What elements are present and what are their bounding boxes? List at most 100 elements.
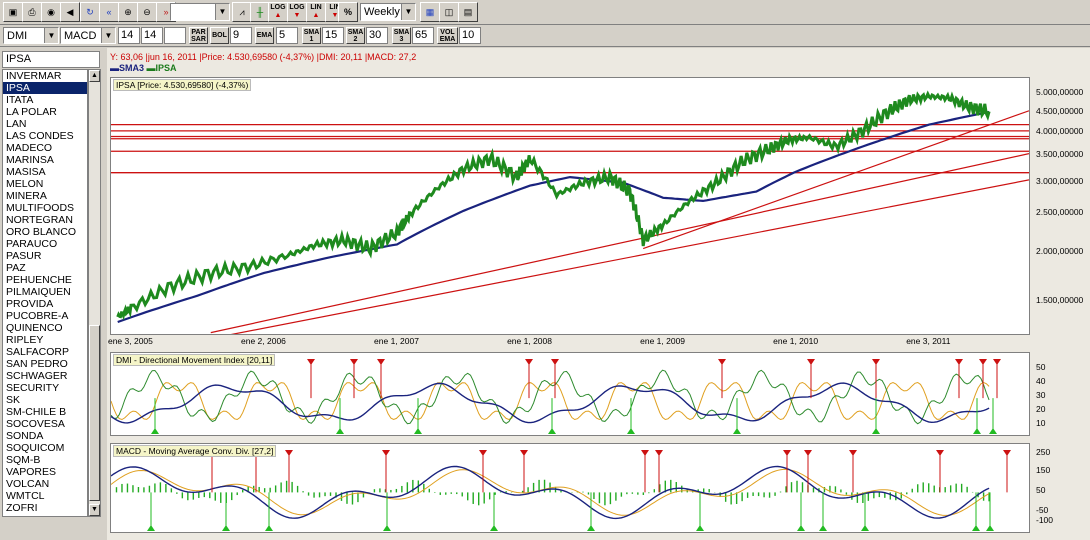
symbol-list-item[interactable]: ITATA (6, 94, 34, 106)
symbol-list-item[interactable]: SQM-B (6, 454, 41, 466)
trend-line (642, 110, 1029, 250)
legend-swatch-ipsa: ▬ (146, 63, 156, 73)
dmi-panel[interactable]: DMI - Directional Movement Index [20,11] (110, 352, 1030, 436)
symbol-list-item[interactable]: SALFACORP (6, 346, 70, 358)
buy-signal-marker (696, 525, 704, 531)
symbol-list-item[interactable]: INVERMAR (6, 70, 62, 82)
buy-signal-marker (336, 428, 344, 434)
symbol-list-item[interactable]: PILMAIQUEN (6, 286, 71, 298)
scroll-down-icon[interactable]: ▼ (89, 504, 100, 516)
symbol-list-item[interactable]: MARINSA (6, 154, 54, 166)
symbol-list-item[interactable]: VOLCAN (6, 478, 50, 490)
log-button-2[interactable]: LOG ▼ (287, 2, 307, 22)
indicator2-select[interactable]: MACD ▼ (60, 27, 116, 44)
bar-chart-icon[interactable]: ╫ (250, 2, 270, 22)
symbol-list-item[interactable]: VAPORES (6, 466, 56, 478)
symbol-list-item[interactable]: PROVIDA (6, 298, 54, 310)
log-button-1[interactable]: LOG ▲ (268, 2, 288, 22)
symbol-list-item[interactable]: PAZ (6, 262, 26, 274)
sma1-input[interactable]: 15 (322, 27, 344, 44)
sma3-input[interactable]: 65 (412, 27, 434, 44)
symbol-list-item[interactable]: MINERA (6, 190, 47, 202)
bol-button[interactable]: BOL (210, 27, 229, 44)
symbol-list-item[interactable]: SAN PEDRO (6, 358, 68, 370)
param-input-2[interactable]: 14 (141, 27, 163, 44)
macd-line (111, 465, 990, 520)
symbol-list-item[interactable]: SM-CHILE B (6, 406, 67, 418)
ema-button[interactable]: EMA (255, 27, 274, 44)
symbol-list-item[interactable]: SOCOVESA (6, 418, 65, 430)
sma3-series-line (117, 110, 990, 324)
symbol-list-item[interactable]: ZOFRI (6, 502, 38, 514)
indicator1-select[interactable]: DMI ▼ (3, 27, 59, 44)
blank-select[interactable]: ▼ (170, 3, 230, 21)
symbol-list-item[interactable]: ORO BLANCO (6, 226, 77, 238)
sma2-button[interactable]: SMA 2 (346, 27, 365, 44)
parsar-button[interactable]: PAR SAR (189, 27, 208, 44)
symbol-list-item[interactable]: MADECO (6, 142, 53, 154)
symbol-list-item[interactable]: QUINENCO (6, 322, 63, 334)
percent-button[interactable]: % (338, 2, 358, 22)
symbol-list-item[interactable]: WMTCL (6, 490, 45, 502)
symbol-list-item[interactable]: PUCOBRE-A (6, 310, 69, 322)
price-x-tick-label: ene 1, 2007 (374, 336, 419, 346)
symbol-list-item[interactable]: SONDA (6, 430, 44, 442)
sell-signal-marker (525, 359, 533, 365)
print-icon[interactable]: ⎙ (22, 2, 42, 22)
buy-signal-marker (490, 525, 498, 531)
sell-signal-marker (377, 359, 385, 365)
symbol-list-item[interactable]: MELON (6, 178, 44, 190)
symbol-list-item[interactable]: LAS CONDES (6, 130, 74, 142)
ema-input[interactable]: 5 (276, 27, 298, 44)
symbol-list-item[interactable]: SECURITY (6, 382, 60, 394)
sma1-button[interactable]: SMA 1 (302, 27, 321, 44)
symbol-list-item[interactable]: NORTEGRAN (6, 214, 73, 226)
scroll-thumb[interactable] (89, 325, 100, 501)
save-icon[interactable]: ▣ (3, 2, 23, 22)
symbol-list-item[interactable]: PEHUENCHE (6, 274, 72, 286)
buy-signal-marker (147, 525, 155, 531)
zoom-out-icon[interactable]: ⊖ (137, 2, 157, 22)
symbol-list-item[interactable]: PASUR (6, 250, 42, 262)
macd-y-tick-label: 50 (1036, 485, 1046, 495)
symbol-list-item[interactable]: MASISA (6, 166, 46, 178)
refresh-icon[interactable]: ↻ (80, 2, 100, 22)
symbol-search-input[interactable]: IPSA (2, 51, 100, 68)
symbol-list-item[interactable]: PARAUCO (6, 238, 58, 250)
volema-button[interactable]: VOL EMA (437, 27, 458, 44)
zoom-in-icon[interactable]: ⊕ (118, 2, 138, 22)
speaker-icon[interactable]: ◀ (60, 2, 80, 22)
param-input-1[interactable]: 14 (118, 27, 140, 44)
bol-input[interactable]: 9 (230, 27, 252, 44)
rewind-icon[interactable]: « (99, 2, 119, 22)
macd-panel[interactable]: MACD - Moving Average Conv. Div. [27,2] (110, 443, 1030, 533)
sell-signal-marker (993, 359, 1001, 365)
symbol-list-item[interactable]: SK (6, 394, 21, 406)
symbol-list-item[interactable]: LAN (6, 118, 27, 130)
symbol-list-item[interactable]: SCHWAGER (6, 370, 68, 382)
volema-input[interactable]: 10 (459, 27, 481, 44)
layout-icon[interactable]: ▦ (420, 2, 440, 22)
camera-icon[interactable]: ◉ (41, 2, 61, 22)
lin-button-1[interactable]: LIN ▲ (306, 2, 326, 22)
buy-signal-marker (861, 525, 869, 531)
line-chart-icon[interactable]: ⩘ (232, 2, 252, 22)
chevron-down-icon: ▼ (215, 4, 229, 20)
symbol-list-scrollbar[interactable]: ▲ ▼ (88, 69, 101, 517)
buy-signal-marker (872, 428, 880, 434)
period-select[interactable]: Weekly ▼ (360, 3, 416, 21)
chart-window-icon[interactable]: ◫ (439, 2, 459, 22)
param-input-3[interactable] (164, 27, 186, 44)
table-icon[interactable]: ▤ (458, 2, 478, 22)
price-panel[interactable]: IPSA [Price: 4.530,69580] (-4,37%) (110, 77, 1030, 335)
symbol-list-item[interactable]: IPSA (3, 82, 87, 94)
price-x-tick-label: ene 3, 2011 (906, 336, 951, 346)
symbol-list-item[interactable]: MULTIFOODS (6, 202, 75, 214)
sma3-button[interactable]: SMA 3 (392, 27, 411, 44)
chevron-down-icon: ▼ (401, 4, 415, 20)
symbol-list-item[interactable]: LA POLAR (6, 106, 57, 118)
sma2-input[interactable]: 30 (366, 27, 388, 44)
symbol-list-item[interactable]: SOQUICOM (6, 442, 65, 454)
symbol-list-item[interactable]: RIPLEY (6, 334, 44, 346)
scroll-up-icon[interactable]: ▲ (89, 70, 100, 82)
